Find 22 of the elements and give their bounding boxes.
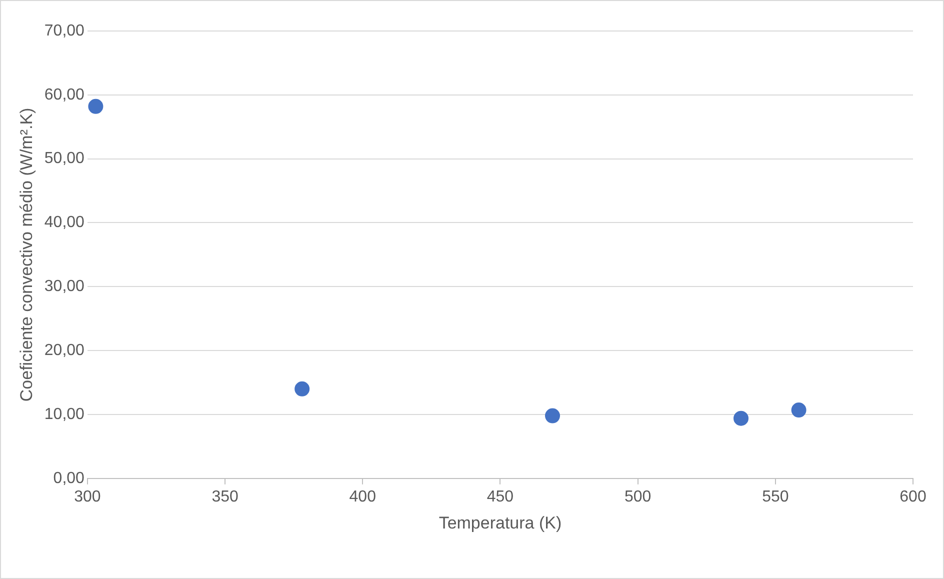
x-tick-label: 450 — [486, 488, 514, 506]
y-tick-label: 30,00 — [44, 278, 85, 296]
x-axis-title: Temperatura (K) — [438, 513, 562, 532]
y-tick-label: 0,00 — [53, 470, 85, 487]
point — [88, 98, 104, 114]
y-axis-title: Coeficiente convectivo médio (W/m².K) — [16, 108, 36, 402]
x-tick-label: 600 — [900, 488, 926, 506]
y-tick-label: 70,00 — [44, 22, 85, 40]
x-tick-label: 300 — [74, 488, 101, 506]
x-tick-label: 550 — [762, 488, 789, 506]
x-tick-label: 500 — [624, 488, 652, 506]
y-tick-label: 20,00 — [44, 342, 85, 359]
x-tick-label: 400 — [349, 488, 376, 506]
y-tick-label: 40,00 — [44, 214, 85, 232]
point — [734, 410, 749, 426]
x-tick-label: 350 — [212, 488, 238, 506]
y-tick-label: 50,00 — [44, 150, 85, 168]
point — [294, 381, 310, 396]
y-tick-label: 10,00 — [44, 406, 85, 423]
point — [791, 402, 806, 418]
y-tick-label: 60,00 — [44, 86, 85, 104]
point — [545, 408, 560, 424]
